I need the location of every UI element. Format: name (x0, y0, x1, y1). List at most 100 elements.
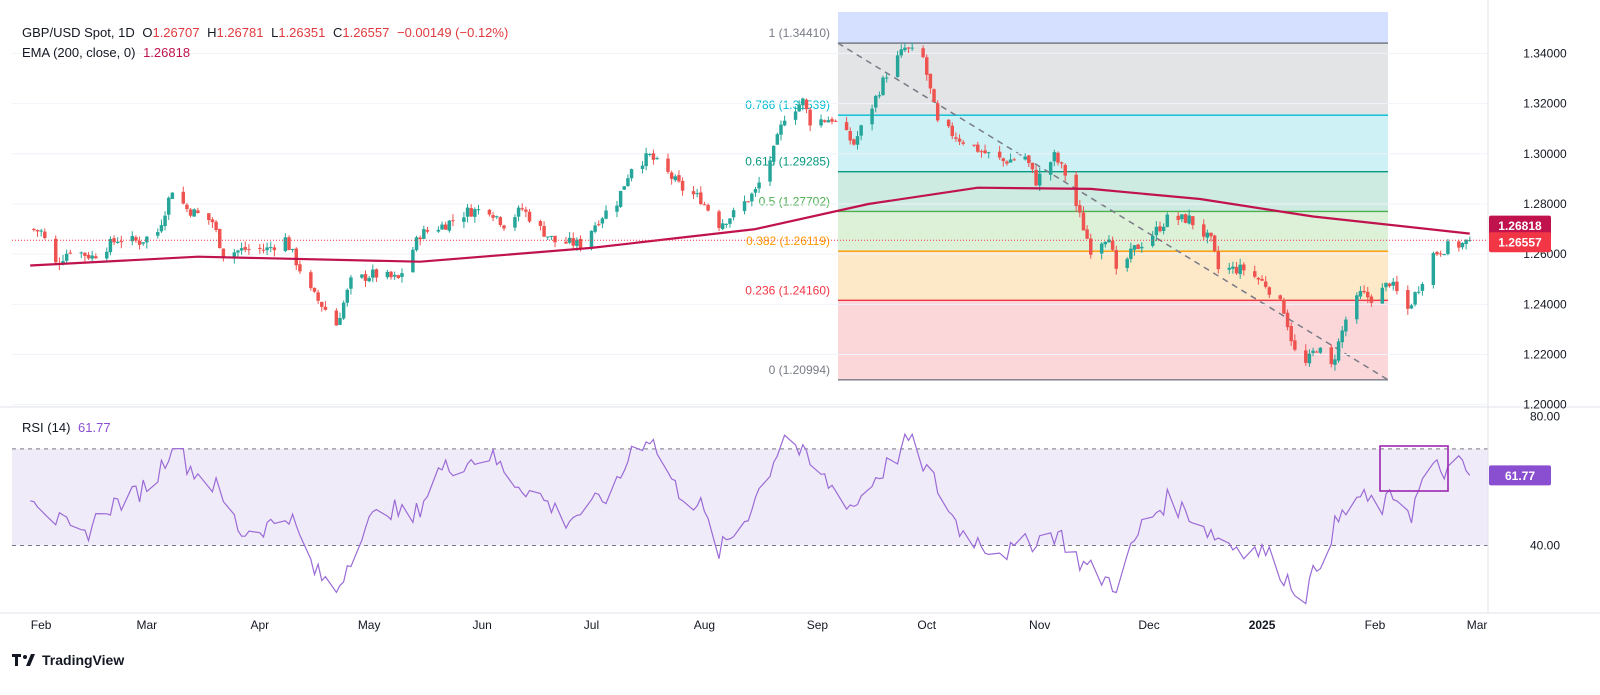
axes: 1.340001.320001.300001.280001.260001.240… (0, 0, 1600, 632)
candle-up (1238, 264, 1242, 275)
candle-up (819, 119, 823, 126)
candle-up (910, 47, 914, 49)
candle-up (1132, 245, 1137, 250)
fib-zone-0 (838, 300, 1388, 380)
candle-up (1231, 266, 1235, 269)
candle-down (1369, 296, 1374, 303)
fib-label-0.236: 0.236 (1.24160) (745, 283, 830, 297)
fib-trend-line (837, 42, 1389, 381)
price-tick-label: 1.34000 (1523, 46, 1567, 60)
candle-up (742, 201, 747, 212)
candle-up (1431, 253, 1436, 285)
candle-down (1457, 241, 1461, 248)
candle-down (1260, 278, 1264, 281)
candle-down (287, 237, 291, 251)
candle-down (1263, 281, 1268, 287)
ema-legend[interactable]: EMA (200, close, 0) 1.26818 (22, 45, 194, 60)
price-tick-label: 1.24000 (1523, 297, 1567, 311)
fib-zone-0.618 (838, 115, 1388, 172)
candle-up (903, 47, 907, 51)
candle-up (360, 274, 364, 278)
candle-down (1063, 164, 1067, 176)
candle-down (935, 103, 940, 121)
tradingview-logo[interactable]: TradingView (12, 652, 124, 668)
candle-down (294, 248, 298, 266)
candle-up (1442, 254, 1446, 256)
candle-down (666, 158, 670, 172)
candle-up (338, 317, 342, 325)
candle-up (1307, 353, 1312, 364)
candle-down (1005, 161, 1009, 164)
candle-up (290, 248, 295, 250)
candle-down (502, 225, 506, 229)
candle-up (753, 189, 758, 193)
candle-down (950, 125, 954, 137)
candle-up (1344, 319, 1348, 332)
rsi-value-badge: 61.77 (1505, 469, 1535, 483)
candle-up (779, 124, 783, 135)
candle-down (961, 142, 965, 144)
time-tick-label: Nov (1029, 618, 1050, 632)
candle-down (1366, 291, 1370, 298)
open-value: 1.26707 (152, 25, 200, 40)
candle-down (1089, 238, 1093, 255)
candle-down (1136, 244, 1140, 249)
candle-up (166, 197, 171, 215)
candle-down (221, 248, 226, 258)
candle-up (239, 248, 244, 251)
time-tick-label: Oct (917, 618, 936, 632)
candle-up (1129, 248, 1133, 259)
price-gridlines (12, 52, 1488, 406)
candle-up (1227, 267, 1231, 270)
rsi-value-badge-bg (1489, 465, 1551, 486)
time-tick-label: Apr (250, 618, 269, 632)
candle-up (1340, 330, 1344, 343)
candle-up (1161, 226, 1166, 231)
candle-up (1103, 241, 1108, 245)
candle-up (39, 230, 43, 232)
candle-up (236, 250, 240, 253)
fib-zone-0.786 (838, 43, 1388, 116)
candle-up (782, 120, 787, 126)
candle-up (1023, 156, 1027, 160)
candle-down (43, 231, 47, 238)
candle-up (855, 136, 860, 145)
candle-down (363, 274, 368, 281)
candle-up (695, 193, 699, 195)
candle-down (1304, 350, 1308, 363)
candle-up (1311, 350, 1315, 354)
candle-down (309, 272, 313, 289)
low-label: L (271, 25, 279, 40)
candle-up (615, 205, 619, 212)
candle-up (1358, 291, 1363, 297)
candle-down (997, 151, 1002, 158)
candle-up (159, 225, 164, 232)
candle-up (422, 229, 426, 239)
candle-up (170, 192, 175, 199)
candle-down (316, 292, 320, 301)
candle-up (465, 207, 470, 217)
candle-down (1329, 347, 1334, 365)
rsi-pane[interactable] (0, 406, 1600, 605)
fib-label-1: 1 (1.34410) (769, 26, 830, 40)
symbol-title[interactable]: GBP/USD Spot, 1D (22, 25, 135, 40)
candle-down (925, 57, 929, 75)
high-value: 1.26781 (216, 25, 264, 40)
time-tick-label: Jul (584, 618, 599, 632)
candle-down (983, 150, 987, 154)
candle-down (906, 47, 911, 49)
candle-down (520, 208, 524, 210)
ema-legend-value: 1.26818 (143, 45, 191, 60)
candle-up (801, 98, 805, 106)
rsi-tick-label: 40.00 (1530, 539, 1560, 553)
candle-down (1078, 205, 1082, 213)
rsi-legend[interactable]: RSI (14) 61.77 (22, 420, 115, 435)
candle-up (1409, 305, 1414, 309)
brand-name: TradingView (42, 652, 125, 668)
candle-down (188, 209, 193, 216)
candle-up (593, 225, 597, 232)
close-label: C (332, 25, 343, 40)
candle-up (64, 253, 69, 261)
candle-down (928, 73, 933, 89)
